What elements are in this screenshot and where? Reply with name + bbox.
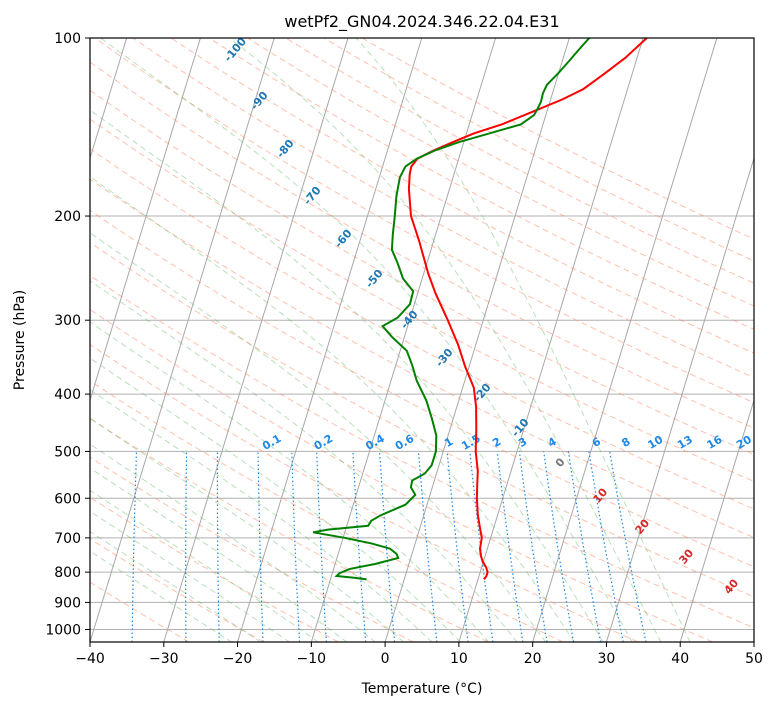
y-tick-label: 300 [54, 313, 81, 329]
moist-adiabat [100, 38, 633, 642]
plot-frame [89, 37, 755, 643]
x-axis: −40 −30 −20 −10 0 10 20 30 40 50 [75, 642, 763, 667]
isotherm-gridline [90, 38, 201, 402]
dry-adiabat [90, 274, 754, 629]
dry-adiabat [90, 496, 339, 642]
moist-adiabat [90, 489, 319, 642]
x-tick-label: 50 [745, 651, 763, 667]
x-tick-label: −30 [149, 651, 179, 667]
y-tick-label: 500 [54, 444, 81, 460]
x-tick-label: 40 [671, 651, 689, 667]
y-tick-label: 200 [54, 209, 81, 225]
isotherm-gridline [237, 38, 423, 642]
y-tick-label: 400 [54, 387, 81, 403]
isotherm-gridline [90, 38, 128, 160]
mixing-ratio-line [518, 451, 548, 642]
moist-adiabat [90, 467, 348, 642]
y-tick-label: 700 [54, 531, 81, 547]
dry-adiabat [90, 344, 639, 642]
moist-adiabat [90, 321, 490, 642]
moist-adiabat [90, 389, 433, 642]
x-tick-label: 0 [381, 651, 390, 667]
dry-adiabat [90, 456, 414, 642]
dry-adiabat [90, 209, 754, 568]
y-tick-label: 100 [54, 31, 81, 47]
moist-adiabat [90, 417, 405, 642]
y-tick-label: 800 [54, 565, 81, 581]
y-tick-label: 600 [54, 491, 81, 507]
x-tick-label: −10 [297, 651, 327, 667]
x-tick-label: −40 [75, 651, 105, 667]
chart-title: wetPf2_GN04.2024.346.22.04.E31 [284, 12, 559, 32]
x-axis-label: Temperature (°C) [361, 681, 483, 697]
y-tick-label: 1000 [45, 622, 81, 638]
mixing-ratio-line [496, 451, 524, 642]
isotherm-gridline [310, 38, 497, 642]
x-tick-label: 30 [598, 651, 616, 667]
isotherm-gridline [532, 38, 718, 642]
moist-adiabat [90, 232, 547, 642]
moist-adiabat [90, 510, 291, 642]
isotherm-gridline [384, 38, 570, 642]
y-tick-label: 900 [54, 595, 81, 611]
dry-adiabat [90, 241, 754, 598]
x-tick-label: 20 [524, 651, 542, 667]
sounding-profiles [312, 38, 648, 581]
isotherm-gridline [458, 38, 644, 642]
moist-adiabat [90, 280, 518, 642]
dewpoint-profile-line [312, 38, 591, 581]
mixing-ratio-line [543, 451, 575, 642]
mixing-ratio-line [469, 451, 494, 642]
isotherm-gridline [605, 156, 754, 642]
temperature-profile-line [407, 38, 648, 580]
dry-adiabat [90, 118, 754, 482]
dry-adiabat [90, 89, 754, 456]
moist-adiabat [355, 38, 691, 642]
x-tick-label: 10 [450, 651, 468, 667]
mixing-ratio-line [417, 451, 438, 642]
mixing-ratio-line [446, 451, 469, 642]
x-tick-label: −20 [223, 651, 253, 667]
moist-adiabat [229, 38, 662, 642]
dry-adiabat [90, 308, 713, 642]
moist-adiabat [90, 176, 575, 642]
y-axis-label: Pressure (hPa) [12, 290, 28, 390]
isotherm-gridline [163, 38, 349, 642]
isotherm-gridline [90, 38, 275, 642]
y-axis: 100 200 300 400 500 600 700 800 900 1000 [45, 31, 90, 638]
isotherm-gridline [679, 398, 754, 642]
moist-adiabat [90, 109, 604, 642]
